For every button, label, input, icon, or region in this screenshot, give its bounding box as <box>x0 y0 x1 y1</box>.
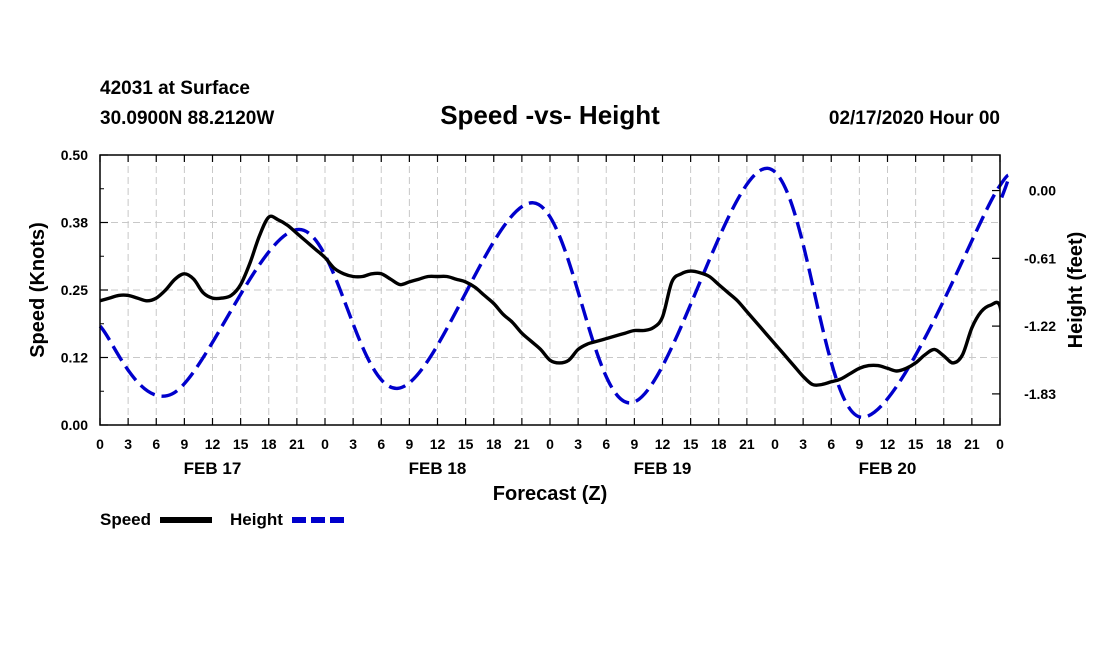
left-axis: 0.00 0.12 0.25 0.38 0.50 <box>61 147 108 433</box>
x-tick-label: 9 <box>405 436 413 452</box>
date-label-3: FEB 19 <box>634 459 692 478</box>
x-tick-label: 3 <box>349 436 357 452</box>
y2-tick-label: -0.61 <box>1024 250 1056 266</box>
x-tick-label: 3 <box>799 436 807 452</box>
date-label: 02/17/2020 Hour 00 <box>829 108 1000 129</box>
x-tick-label: 21 <box>964 436 980 452</box>
station-label: 42031 at Surface <box>100 78 250 99</box>
series-layer <box>98 166 1011 419</box>
height-series-line <box>98 166 1011 419</box>
legend-speed-label: Speed <box>100 510 151 529</box>
x-tick-label: 21 <box>289 436 305 452</box>
legend: Speed Height <box>100 510 344 529</box>
x-tick-label: 15 <box>683 436 699 452</box>
y-tick-label: 0.25 <box>61 282 88 298</box>
x-tick-label: 18 <box>711 436 727 452</box>
date-label-4: FEB 20 <box>859 459 917 478</box>
x-tick-label: 12 <box>430 436 446 452</box>
x-tick-label: 6 <box>377 436 385 452</box>
y2-tick-label: -1.83 <box>1024 386 1056 402</box>
x-tick-label: 12 <box>880 436 896 452</box>
x-tick-label: 0 <box>321 436 329 452</box>
plot-frame <box>99 154 1001 426</box>
date-label-2: FEB 18 <box>409 459 467 478</box>
x-tick-label: 9 <box>630 436 638 452</box>
x-tick-label: 0 <box>996 436 1004 452</box>
date-label-1: FEB 17 <box>184 459 242 478</box>
x-tick-label: 21 <box>514 436 530 452</box>
x-tick-label: 15 <box>458 436 474 452</box>
x-tick-label: 3 <box>574 436 582 452</box>
y2-tick-label: 0.00 <box>1029 183 1056 199</box>
x-axis-label: Forecast (Z) <box>493 483 607 505</box>
x-tick-label: 21 <box>739 436 755 452</box>
y-tick-label: 0.38 <box>61 215 88 231</box>
x-tick-label: 18 <box>486 436 502 452</box>
speed-series-line <box>100 214 1000 387</box>
x-tick-label: 6 <box>602 436 610 452</box>
x-tick-label: 6 <box>152 436 160 452</box>
x-tick-label: 15 <box>908 436 924 452</box>
x-tick-label: 12 <box>655 436 671 452</box>
x-tick-label: 9 <box>180 436 188 452</box>
x-tick-label: 18 <box>936 436 952 452</box>
x-tick-label: 0 <box>771 436 779 452</box>
y-tick-label: 0.50 <box>61 147 88 163</box>
y2-tick-label: -1.22 <box>1024 318 1056 334</box>
chart-title: Speed -vs- Height <box>440 100 660 130</box>
coords-label: 30.0900N 88.2120W <box>100 108 274 129</box>
legend-height-label: Height <box>230 510 283 529</box>
x-axis: 0 3 6 9 12 15 18 21 0 3 6 9 12 15 18 21 0 3 6 9 12 15 18 21 0 3 6 9… <box>96 155 1004 478</box>
x-tick-label: 6 <box>827 436 835 452</box>
y-axis-label: Speed (Knots) <box>27 222 49 358</box>
x-tick-label: 18 <box>261 436 277 452</box>
y-tick-label: 0.00 <box>61 417 88 433</box>
y2-axis-label: Height (feet) <box>1065 232 1087 349</box>
x-tick-label: 0 <box>546 436 554 452</box>
x-tick-label: 0 <box>96 436 104 452</box>
right-axis: 0.00 -0.61 -1.22 -1.83 <box>992 183 1056 402</box>
x-tick-label: 9 <box>855 436 863 452</box>
y-tick-label: 0.12 <box>61 350 88 366</box>
x-tick-label: 12 <box>205 436 221 452</box>
x-tick-label: 15 <box>233 436 249 452</box>
x-tick-label: 3 <box>124 436 132 452</box>
